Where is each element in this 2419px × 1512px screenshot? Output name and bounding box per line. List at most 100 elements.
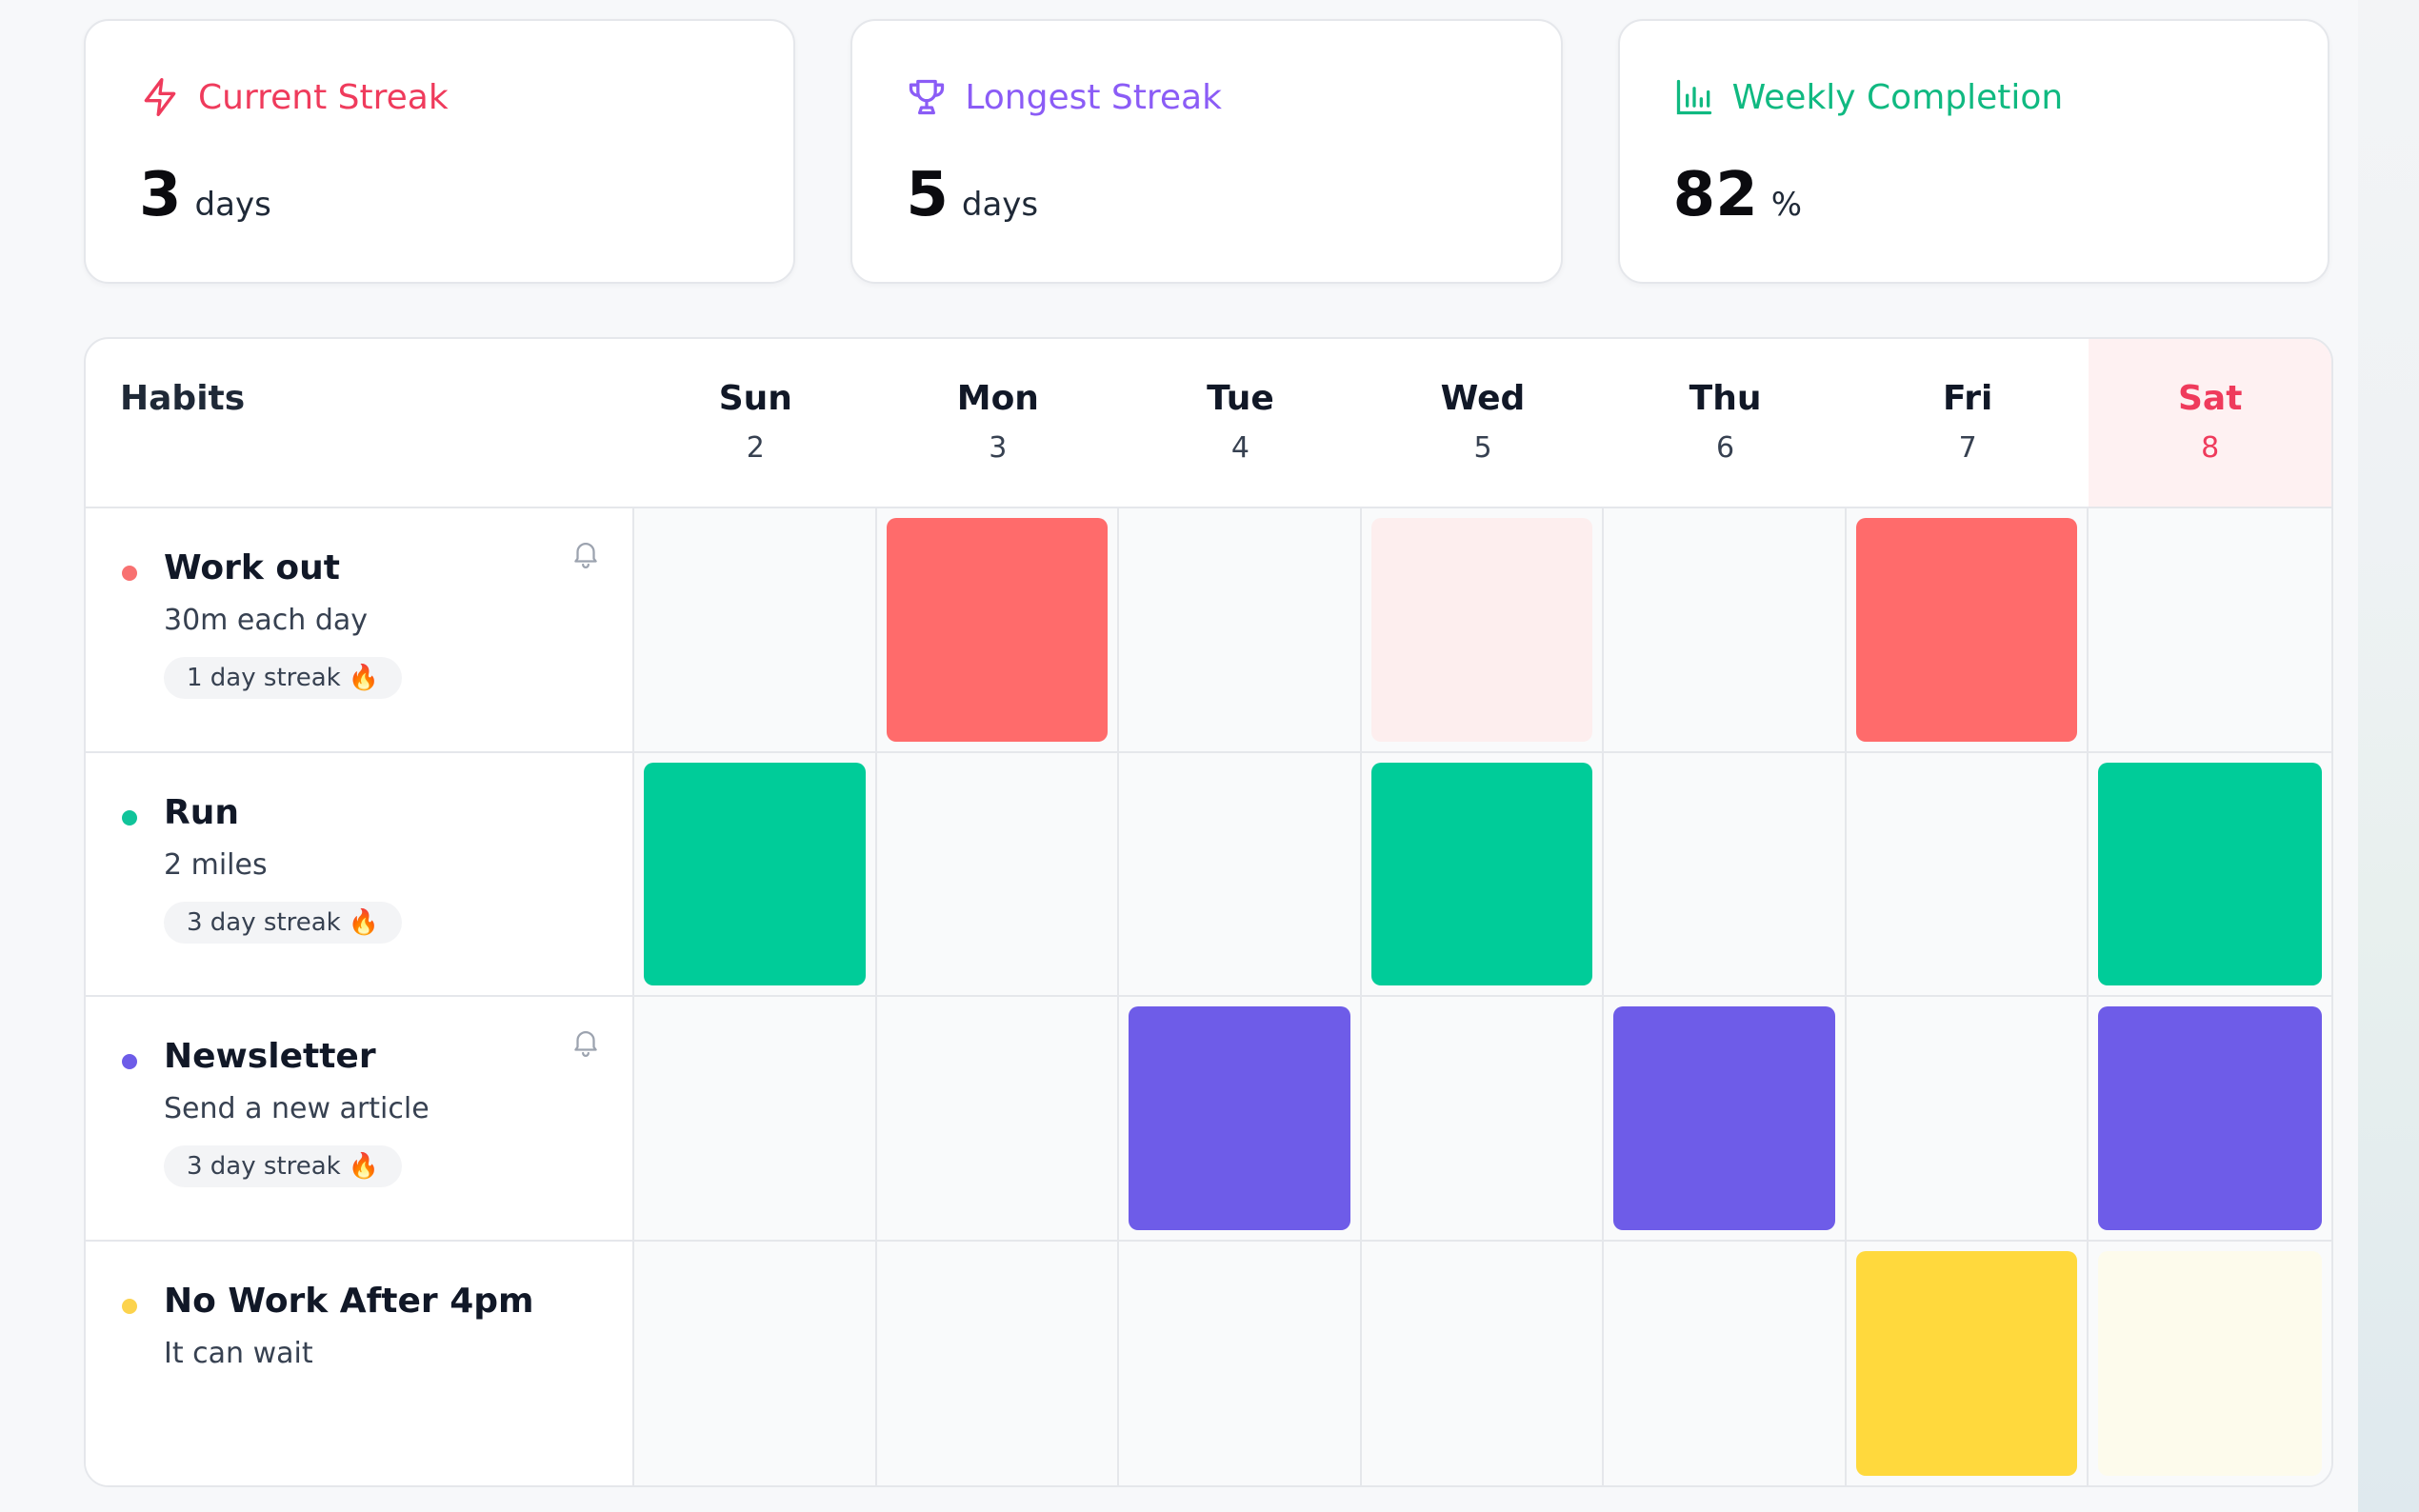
- day-header-tue: Tue 4: [1119, 339, 1362, 508]
- current-streak-value: 3 days: [139, 160, 271, 230]
- bar-chart-icon: [1676, 79, 1711, 115]
- completed-mark[interactable]: [2098, 1006, 2322, 1230]
- habit-day-cell-mon[interactable]: [876, 1241, 1120, 1485]
- streak-text: 1 day streak: [187, 664, 341, 692]
- habit-tracker-grid: Habits Sun 2 Mon 3 Tue 4 Wed 5 Thu 6 Fri 7 Sat 8 Work …: [84, 337, 2333, 1487]
- window-edge: [2358, 0, 2419, 1512]
- habit-day-cell-sat[interactable]: [2089, 1241, 2331, 1485]
- day-number: 8: [2201, 431, 2220, 465]
- habit-color-dot: [122, 1298, 137, 1314]
- longest-streak-label: Longest Streak: [965, 77, 1222, 117]
- streak-text: 3 day streak: [187, 907, 341, 937]
- habit-day-cell-sun[interactable]: [634, 508, 877, 753]
- lightning-icon: [144, 78, 176, 116]
- completed-mark[interactable]: [1370, 762, 1593, 985]
- day-header-thu: Thu 6: [1604, 339, 1847, 508]
- habit-day-cell-tue[interactable]: [1119, 752, 1362, 997]
- habit-day-cell-thu[interactable]: [1604, 1241, 1847, 1485]
- habit-day-cell-tue[interactable]: [1119, 997, 1362, 1242]
- day-name: Sat: [2177, 379, 2243, 418]
- habit-day-cell-fri[interactable]: [1846, 508, 2089, 753]
- habit-day-cell-fri[interactable]: [1846, 1241, 2089, 1485]
- fire-icon: 🔥: [348, 664, 380, 692]
- day-name: Thu: [1689, 379, 1762, 418]
- habit-color-dot: [122, 809, 137, 826]
- day-number: 2: [746, 431, 765, 465]
- day-name: Tue: [1207, 379, 1274, 418]
- longest-streak-value: 5 days: [906, 160, 1038, 230]
- habit-day-cell-mon[interactable]: [876, 508, 1120, 753]
- habit-day-cell-tue[interactable]: [1119, 1241, 1362, 1485]
- habit-day-cell-sat[interactable]: [2089, 508, 2331, 753]
- completed-mark[interactable]: [1855, 1250, 2078, 1476]
- trophy-icon: [910, 79, 945, 115]
- weekly-completion-label: Weekly Completion: [1731, 77, 2064, 117]
- streak-badge: 3 day streak 🔥: [164, 1145, 403, 1187]
- habit-day-cell-thu[interactable]: [1604, 508, 1847, 753]
- current-streak-card: Current Streak 3 days: [84, 19, 796, 284]
- habit-description: 30m each day: [164, 604, 368, 637]
- bell-icon[interactable]: [570, 1025, 602, 1058]
- habit-day-cell-fri[interactable]: [1846, 752, 2089, 997]
- current-streak-header: Current Streak: [139, 76, 449, 118]
- current-streak-unit: days: [194, 186, 271, 224]
- habit-day-cell-fri[interactable]: [1846, 997, 2089, 1242]
- longest-streak-header: Longest Streak: [906, 76, 1222, 118]
- longest-streak-card: Longest Streak 5 days: [850, 19, 1563, 284]
- stats-row: Current Streak 3 days Longest Streak 5: [84, 19, 2329, 284]
- habits-column-header: Habits: [86, 339, 634, 508]
- habit-day-cell-thu[interactable]: [1604, 997, 1847, 1242]
- habit-day-cell-sat[interactable]: [2089, 752, 2331, 997]
- current-streak-label: Current Streak: [198, 77, 449, 117]
- day-header-fri: Fri 7: [1846, 339, 2089, 508]
- weekly-completion-value: 82 %: [1673, 160, 1802, 230]
- weekly-completion-number: 82: [1672, 160, 1758, 230]
- habit-day-cell-sat[interactable]: [2089, 997, 2331, 1242]
- completed-mark[interactable]: [886, 518, 1109, 742]
- habit-description: 2 miles: [164, 847, 268, 882]
- day-header-sun: Sun 2: [634, 339, 877, 508]
- weekly-completion-unit: %: [1770, 186, 1803, 224]
- habit-day-cell-tue[interactable]: [1119, 508, 1362, 753]
- day-number: 5: [1473, 431, 1492, 465]
- completed-mark[interactable]: [1855, 518, 2078, 742]
- streak-badge: 1 day streak 🔥: [164, 657, 403, 699]
- longest-streak-number: 5: [906, 160, 949, 230]
- bell-icon[interactable]: [570, 537, 602, 569]
- day-header-mon: Mon 3: [876, 339, 1120, 508]
- partial-mark[interactable]: [2098, 1250, 2322, 1476]
- habit-row-0[interactable]: Work out 30m each day 1 day streak 🔥: [86, 508, 634, 753]
- completed-mark[interactable]: [2098, 762, 2322, 985]
- habit-day-cell-mon[interactable]: [876, 997, 1120, 1242]
- day-number: 7: [1958, 431, 1977, 465]
- habit-day-cell-thu[interactable]: [1604, 752, 1847, 997]
- day-number: 3: [989, 431, 1008, 465]
- habit-day-cell-wed[interactable]: [1361, 997, 1605, 1242]
- habit-name: Work out: [164, 548, 340, 587]
- habit-day-cell-mon[interactable]: [876, 752, 1120, 997]
- partial-mark[interactable]: [1370, 518, 1593, 742]
- current-streak-number: 3: [139, 160, 182, 230]
- habit-row-3[interactable]: No Work After 4pm It can wait: [86, 1241, 634, 1485]
- habit-day-cell-wed[interactable]: [1361, 508, 1605, 753]
- habit-row-2[interactable]: Newsletter Send a new article 3 day streak…: [86, 997, 634, 1242]
- habit-name: Run: [164, 792, 239, 832]
- day-header-wed: Wed 5: [1361, 339, 1605, 508]
- habit-color-dot: [122, 566, 137, 581]
- habit-day-cell-wed[interactable]: [1361, 752, 1605, 997]
- completed-mark[interactable]: [1613, 1006, 1835, 1230]
- habit-day-cell-wed[interactable]: [1361, 1241, 1605, 1485]
- completed-mark[interactable]: [644, 762, 866, 985]
- longest-streak-unit: days: [961, 186, 1039, 224]
- fire-icon: 🔥: [348, 907, 380, 937]
- habit-day-cell-sun[interactable]: [634, 1241, 877, 1485]
- day-name: Wed: [1440, 379, 1526, 418]
- habit-name: No Work After 4pm: [164, 1281, 534, 1321]
- habit-row-1[interactable]: Run 2 miles 3 day streak 🔥: [86, 752, 634, 997]
- day-name: Fri: [1942, 379, 1993, 418]
- habit-day-cell-sun[interactable]: [634, 752, 877, 997]
- habit-name: Newsletter: [164, 1037, 376, 1076]
- habit-day-cell-sun[interactable]: [634, 997, 877, 1242]
- completed-mark[interactable]: [1129, 1006, 1350, 1230]
